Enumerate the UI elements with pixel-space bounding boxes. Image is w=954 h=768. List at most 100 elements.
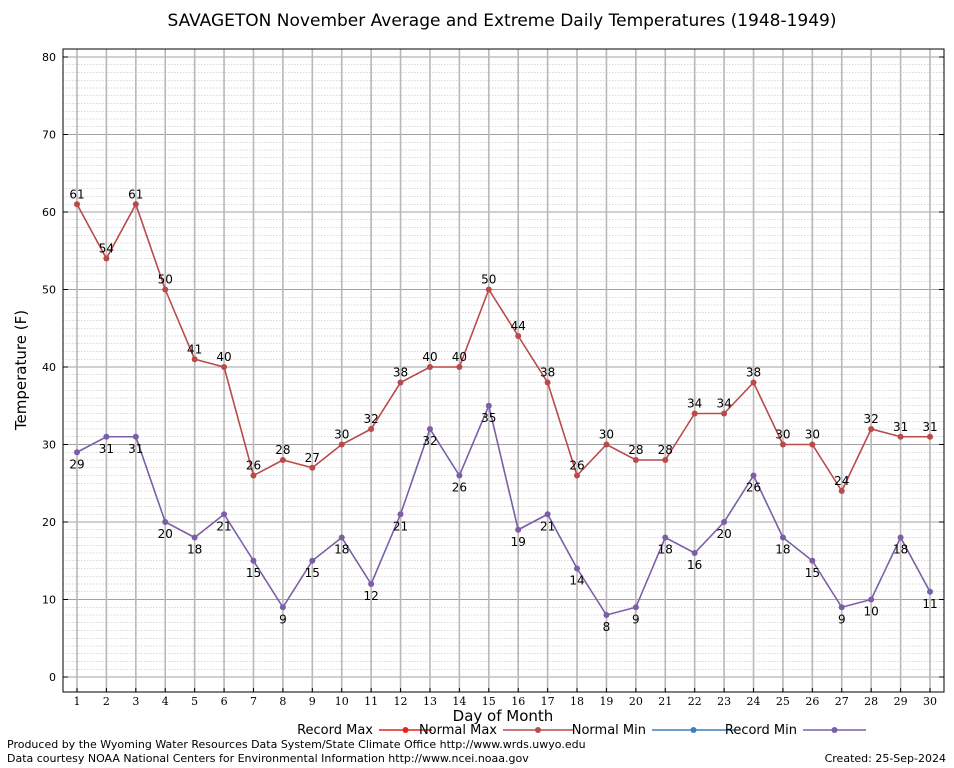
data-point bbox=[132, 433, 139, 440]
x-tick-label: 7 bbox=[250, 695, 257, 708]
data-point bbox=[426, 426, 433, 432]
grid bbox=[63, 49, 944, 692]
y-tick-label: 30 bbox=[42, 439, 56, 452]
x-tick-label: 19 bbox=[599, 695, 613, 708]
y-tick-label: 50 bbox=[42, 284, 56, 297]
x-tick-label: 22 bbox=[688, 695, 702, 708]
min-data-label: 18 bbox=[187, 543, 202, 557]
chart-title: SAVAGETON November Average and Extreme D… bbox=[167, 11, 836, 31]
x-tick-label: 1 bbox=[74, 695, 81, 708]
data-point bbox=[603, 612, 610, 618]
max-data-label: 38 bbox=[393, 366, 408, 380]
x-tick-label: 2 bbox=[103, 695, 110, 708]
legend-label: Normal Min bbox=[572, 723, 646, 738]
max-data-label: 54 bbox=[99, 242, 114, 256]
footer-produced-by: Produced by the Wyoming Water Resources … bbox=[7, 738, 586, 751]
data-point bbox=[897, 433, 904, 440]
data-point bbox=[397, 511, 404, 518]
x-tick-label: 8 bbox=[279, 695, 286, 708]
min-data-label: 15 bbox=[246, 566, 261, 580]
data-point bbox=[574, 565, 581, 572]
max-data-label: 50 bbox=[158, 273, 173, 287]
min-data-label: 31 bbox=[128, 442, 143, 456]
min-data-label: 35 bbox=[481, 411, 496, 425]
data-point bbox=[809, 557, 816, 564]
max-data-label: 61 bbox=[69, 187, 84, 201]
footer-data-courtesy: Data courtesy NOAA National Centers for … bbox=[7, 752, 529, 765]
legend-item-normal-min: Normal Min bbox=[572, 723, 735, 738]
data-point bbox=[691, 410, 698, 417]
data-point bbox=[544, 511, 551, 518]
min-data-label: 9 bbox=[279, 612, 287, 626]
max-data-label: 38 bbox=[540, 366, 555, 380]
min-data-label: 21 bbox=[216, 519, 231, 533]
min-data-label: 32 bbox=[422, 434, 437, 448]
data-point bbox=[779, 534, 786, 541]
data-point bbox=[279, 604, 286, 611]
x-tick-label: 6 bbox=[221, 695, 228, 708]
x-tick-label: 25 bbox=[776, 695, 790, 708]
legend-swatch-marker bbox=[402, 727, 409, 733]
data-point bbox=[927, 433, 933, 440]
data-point bbox=[191, 356, 198, 363]
y-tick-label: 40 bbox=[42, 361, 56, 374]
y-tick-label: 60 bbox=[42, 206, 56, 219]
max-data-label: 40 bbox=[452, 350, 467, 364]
legend-label: Record Max bbox=[297, 723, 373, 738]
data-point bbox=[544, 379, 551, 386]
max-data-label: 30 bbox=[805, 428, 820, 442]
x-tick-label: 21 bbox=[658, 695, 672, 708]
x-tick-label: 5 bbox=[191, 695, 198, 708]
min-data-label: 21 bbox=[393, 519, 408, 533]
x-tick-label: 13 bbox=[423, 695, 437, 708]
x-tick-label: 9 bbox=[309, 695, 316, 708]
max-data-label: 27 bbox=[305, 451, 320, 465]
data-point bbox=[750, 379, 757, 386]
min-data-label: 18 bbox=[775, 543, 790, 557]
legend-swatch-marker bbox=[831, 727, 838, 733]
data-labels: 61 54 61 50 41 40 26 28 27 30 32 38 40 40 50 44 38 26 30 28… bbox=[69, 187, 937, 634]
max-data-label: 26 bbox=[246, 459, 261, 473]
max-data-label: 28 bbox=[658, 443, 673, 457]
data-point bbox=[426, 364, 433, 370]
data-point bbox=[721, 519, 728, 525]
min-data-label: 18 bbox=[334, 543, 349, 557]
max-data-label: 30 bbox=[334, 428, 349, 442]
data-point bbox=[250, 557, 257, 564]
min-data-label: 9 bbox=[632, 612, 640, 626]
x-tick-label: 3 bbox=[132, 695, 139, 708]
legend-item-record-max: Record Max bbox=[297, 723, 432, 738]
data-point bbox=[515, 333, 522, 339]
data-point bbox=[779, 441, 786, 448]
legend-item-normal-max: Normal Max bbox=[419, 723, 573, 738]
y-tick-label: 70 bbox=[42, 129, 56, 142]
data-point bbox=[368, 426, 375, 432]
data-point bbox=[74, 201, 80, 208]
y-axis-label: Temperature (F) bbox=[12, 310, 30, 431]
legend-swatch-marker bbox=[535, 727, 541, 733]
series-layer bbox=[74, 201, 933, 618]
max-data-label: 31 bbox=[922, 420, 937, 434]
data-point bbox=[397, 379, 404, 386]
x-tick-label: 26 bbox=[805, 695, 819, 708]
data-point bbox=[515, 526, 522, 533]
data-point bbox=[485, 286, 492, 293]
max-data-label: 41 bbox=[187, 342, 202, 356]
x-axis-label: Day of Month bbox=[453, 707, 554, 725]
max-data-label: 50 bbox=[481, 273, 496, 287]
min-data-label: 16 bbox=[687, 558, 702, 572]
data-point bbox=[721, 410, 728, 417]
data-point bbox=[103, 433, 110, 440]
max-data-label: 28 bbox=[275, 443, 290, 457]
x-tick-label: 28 bbox=[864, 695, 878, 708]
legend: Record Max Normal Max Normal Min Record Min bbox=[297, 723, 866, 738]
data-point bbox=[632, 457, 639, 463]
min-data-label: 9 bbox=[838, 612, 846, 626]
x-tick-label: 15 bbox=[482, 695, 496, 708]
max-data-label: 32 bbox=[363, 412, 378, 426]
data-point bbox=[279, 457, 286, 463]
max-data-label: 30 bbox=[599, 428, 614, 442]
max-data-label: 44 bbox=[511, 319, 526, 333]
